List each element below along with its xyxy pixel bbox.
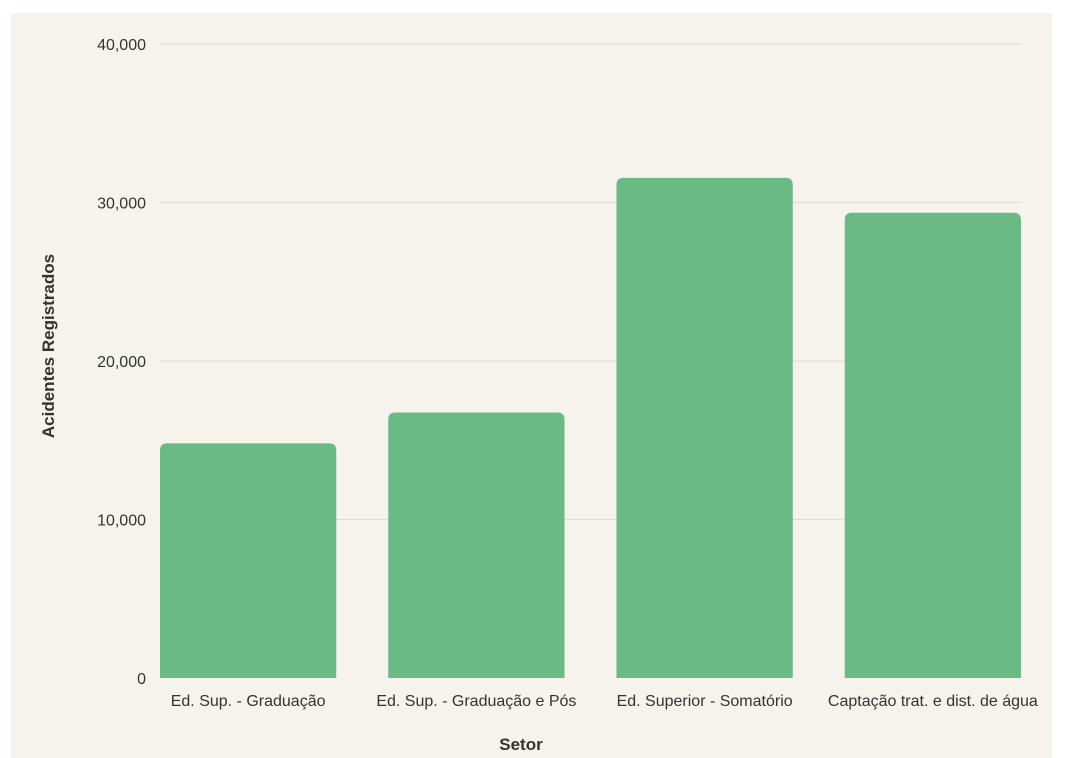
y-tick-label: 30,000 xyxy=(97,196,146,213)
x-tick-label: Ed. Superior - Somatório xyxy=(617,693,793,710)
bar xyxy=(844,212,1021,679)
bars xyxy=(160,177,1021,679)
x-axis-ticks: Ed. Sup. - Graduação Ed. Sup. - Graduação… xyxy=(171,693,1038,710)
y-tick-label: 40,000 xyxy=(97,37,146,54)
x-tick-label: Ed. Sup. - Graduação e Pós xyxy=(376,693,576,710)
y-tick-label: 10,000 xyxy=(97,513,146,530)
bar xyxy=(160,443,337,678)
x-tick-label: Ed. Sup. - Graduação xyxy=(171,693,326,710)
bar-chart: 0 10,000 20,000 30,000 40,000 Ed. Sup. - Gra… xyxy=(11,13,1052,758)
y-axis-ticks: 0 10,000 20,000 30,000 40,000 xyxy=(97,37,146,688)
bar xyxy=(388,412,565,678)
y-tick-label: 0 xyxy=(137,671,146,688)
x-axis-title: Setor xyxy=(499,735,543,754)
y-tick-label: 20,000 xyxy=(97,354,146,371)
bar xyxy=(616,177,793,678)
y-axis-title: Acidentes Registrados xyxy=(39,254,58,438)
x-tick-label: Captação trat. e dist. de água xyxy=(828,693,1038,710)
chart-panel: 0 10,000 20,000 30,000 40,000 Ed. Sup. - Gra… xyxy=(11,13,1052,758)
